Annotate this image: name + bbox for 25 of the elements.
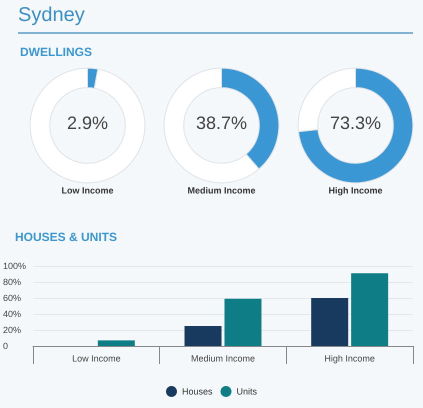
legend-label: Houses <box>182 386 214 396</box>
text: DWELLINGS <box>20 45 92 59</box>
text: 73.3% <box>330 113 382 133</box>
bar <box>311 298 348 346</box>
bar <box>224 298 262 346</box>
y-tick-label: 0 <box>3 341 8 351</box>
y-tick-label: 80% <box>3 277 22 287</box>
bar <box>98 340 135 346</box>
text: Sydney <box>18 4 85 27</box>
y-tick-label: 60% <box>3 293 22 303</box>
text: Low Income <box>61 186 114 196</box>
y-tick-label: 40% <box>3 309 22 319</box>
text: 38.7% <box>196 113 248 133</box>
text: Medium Income <box>187 186 256 196</box>
text: 2.9% <box>66 113 108 133</box>
x-tick-label: Medium Income <box>190 354 256 364</box>
chart-title: HOUSES & UNITS <box>15 230 118 244</box>
y-tick-label: 20% <box>3 325 22 335</box>
legend-label: Units <box>236 386 258 396</box>
text: High Income <box>328 186 383 196</box>
x-tick-label: Low Income <box>72 354 121 364</box>
y-tick-label: 100% <box>3 261 26 271</box>
x-tick-label: High Income <box>324 354 375 364</box>
bar <box>351 273 388 346</box>
bar <box>184 326 222 346</box>
